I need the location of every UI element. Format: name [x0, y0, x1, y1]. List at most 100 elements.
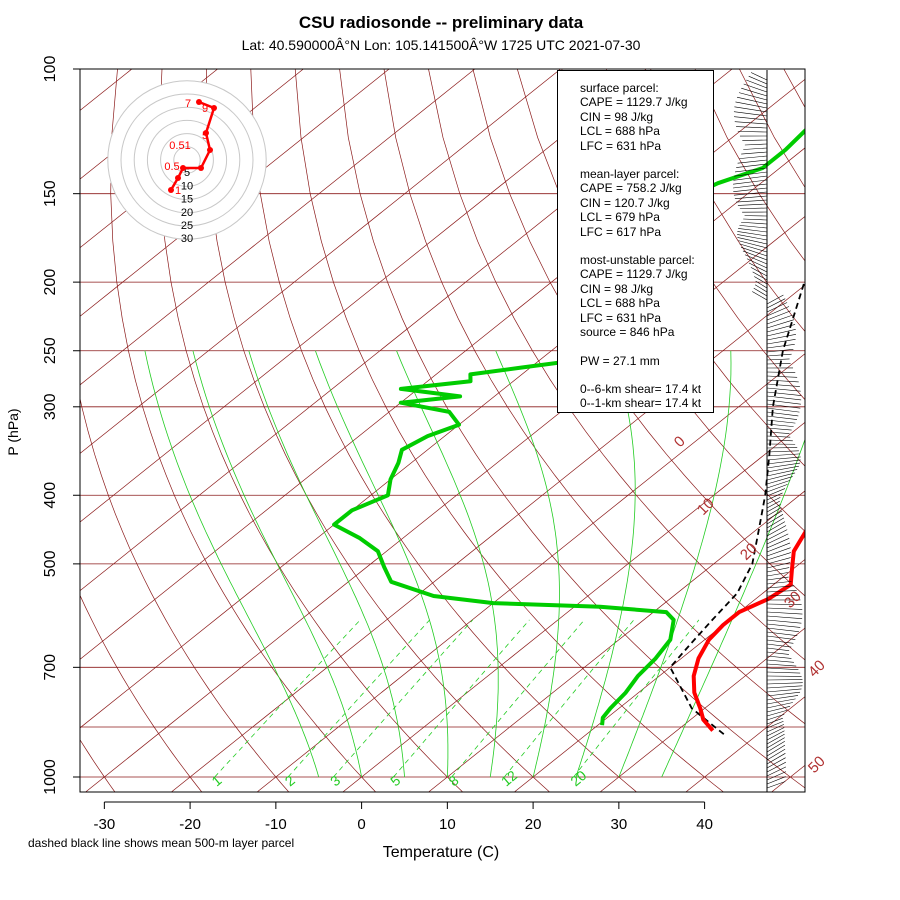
hodograph-ring-label: 20	[181, 207, 193, 219]
wind-barb	[766, 667, 799, 670]
wind-barb	[738, 92, 768, 101]
moist-adiabat	[495, 350, 560, 778]
moist-adiabat	[575, 350, 636, 778]
y-axis-label: P (hPa)	[5, 408, 21, 455]
wind-barb	[766, 717, 783, 725]
y-tick-label: 500	[42, 550, 59, 577]
isotherm	[599, 627, 805, 792]
wind-barb	[766, 685, 803, 689]
wind-barb	[746, 79, 768, 89]
wind-barb	[766, 761, 786, 773]
temperature-line	[691, 528, 805, 732]
isotherm-label-0: 0	[671, 433, 689, 451]
wind-barb	[743, 218, 768, 221]
wind-barb	[744, 254, 768, 265]
wind-barb	[766, 431, 790, 434]
wind-barb	[766, 363, 791, 365]
dry-adiabat	[205, 69, 550, 792]
moist-adiabat	[248, 350, 405, 778]
wind-barb	[742, 250, 768, 261]
wind-barb	[766, 302, 788, 313]
wind-barb	[766, 714, 785, 721]
wind-barb	[736, 96, 768, 105]
isotherm	[514, 559, 805, 792]
dry-adiabat	[428, 69, 805, 661]
wind-barb	[766, 581, 792, 585]
wind-barb	[737, 231, 768, 237]
wind-barb	[739, 225, 768, 229]
most-unstable-lcl: LCL = 688 hPa	[580, 296, 660, 311]
wind-barb	[733, 187, 768, 192]
hodograph-ring-label: 15	[181, 194, 193, 206]
wind-barb	[766, 459, 801, 465]
isotherm	[85, 216, 805, 792]
wind-barb	[766, 371, 796, 373]
hodograph-ring	[146, 119, 228, 201]
wind-barbs	[732, 70, 803, 792]
x-tick-label: -10	[265, 816, 287, 833]
dry-adiabat	[605, 69, 805, 401]
shear-0-1km: 0--1-km shear= 17.4 kt	[580, 396, 702, 411]
wind-barb	[766, 507, 782, 517]
hodograph-ring	[133, 106, 241, 214]
wind-barb	[733, 175, 768, 181]
wind-barb	[737, 131, 768, 133]
most-unstable-lfc: LFC = 631 hPa	[580, 310, 662, 325]
wind-barb	[766, 631, 798, 636]
wind-barb	[766, 407, 800, 413]
parcel-line	[669, 278, 805, 735]
wind-barb	[766, 472, 796, 481]
mixing-ratio-label: 12	[498, 767, 520, 789]
wind-barb	[766, 639, 794, 644]
wind-barb	[766, 766, 787, 777]
moist-adiabat	[192, 350, 362, 778]
x-tick-label: 20	[525, 816, 542, 833]
mixing-ratio-line	[573, 619, 700, 778]
hodograph-point-label: 0.5	[164, 161, 179, 173]
dry-adiabat	[110, 69, 376, 792]
wind-barb	[766, 344, 795, 349]
mean-layer-parcel-header: mean-layer parcel:	[580, 167, 680, 182]
isotherm	[171, 284, 805, 792]
wind-barb	[742, 139, 768, 141]
wind-barb	[737, 203, 768, 206]
hodograph-point	[168, 187, 174, 193]
wind-barb	[752, 291, 768, 301]
wind-barb	[766, 391, 802, 396]
wind-barb	[766, 306, 790, 317]
y-tick-label: 300	[42, 393, 59, 420]
wind-barb	[766, 334, 796, 341]
chart-title: CSU radiosonde -- preliminary data	[299, 13, 584, 32]
mixing-ratio-line	[503, 619, 635, 778]
y-tick-label: 700	[42, 654, 59, 681]
wind-barb	[766, 695, 799, 701]
isotherm	[428, 490, 805, 792]
wind-barb	[739, 155, 768, 159]
moist-adiabat	[661, 438, 805, 778]
wind-barb	[741, 151, 768, 155]
wind-barb	[766, 709, 788, 717]
mixing-ratio-line	[214, 619, 361, 778]
wind-barb	[766, 319, 795, 329]
wind-barb	[766, 557, 791, 565]
most-unstable-parcel-header: most-unstable parcel:	[580, 253, 695, 268]
wind-barb	[766, 724, 785, 733]
wind-barb	[766, 339, 796, 345]
wind-barb	[766, 353, 792, 357]
dry-adiabat	[783, 69, 805, 109]
wind-barb	[737, 237, 768, 245]
surface-parcel-header: surface parcel:	[580, 81, 659, 95]
wind-barb	[750, 72, 768, 81]
wind-barb	[766, 379, 799, 383]
most-unstable-cin: CIN = 98 J/kg	[580, 281, 654, 296]
wind-barb	[741, 221, 768, 225]
wind-barb	[766, 741, 785, 753]
wind-barb	[733, 111, 768, 117]
wind-barb	[736, 199, 768, 203]
dry-adiabat	[383, 69, 805, 725]
surface-lcl: LCL = 688 hPa	[580, 124, 660, 139]
isotherm	[685, 696, 805, 792]
hodograph-ring	[173, 146, 201, 174]
